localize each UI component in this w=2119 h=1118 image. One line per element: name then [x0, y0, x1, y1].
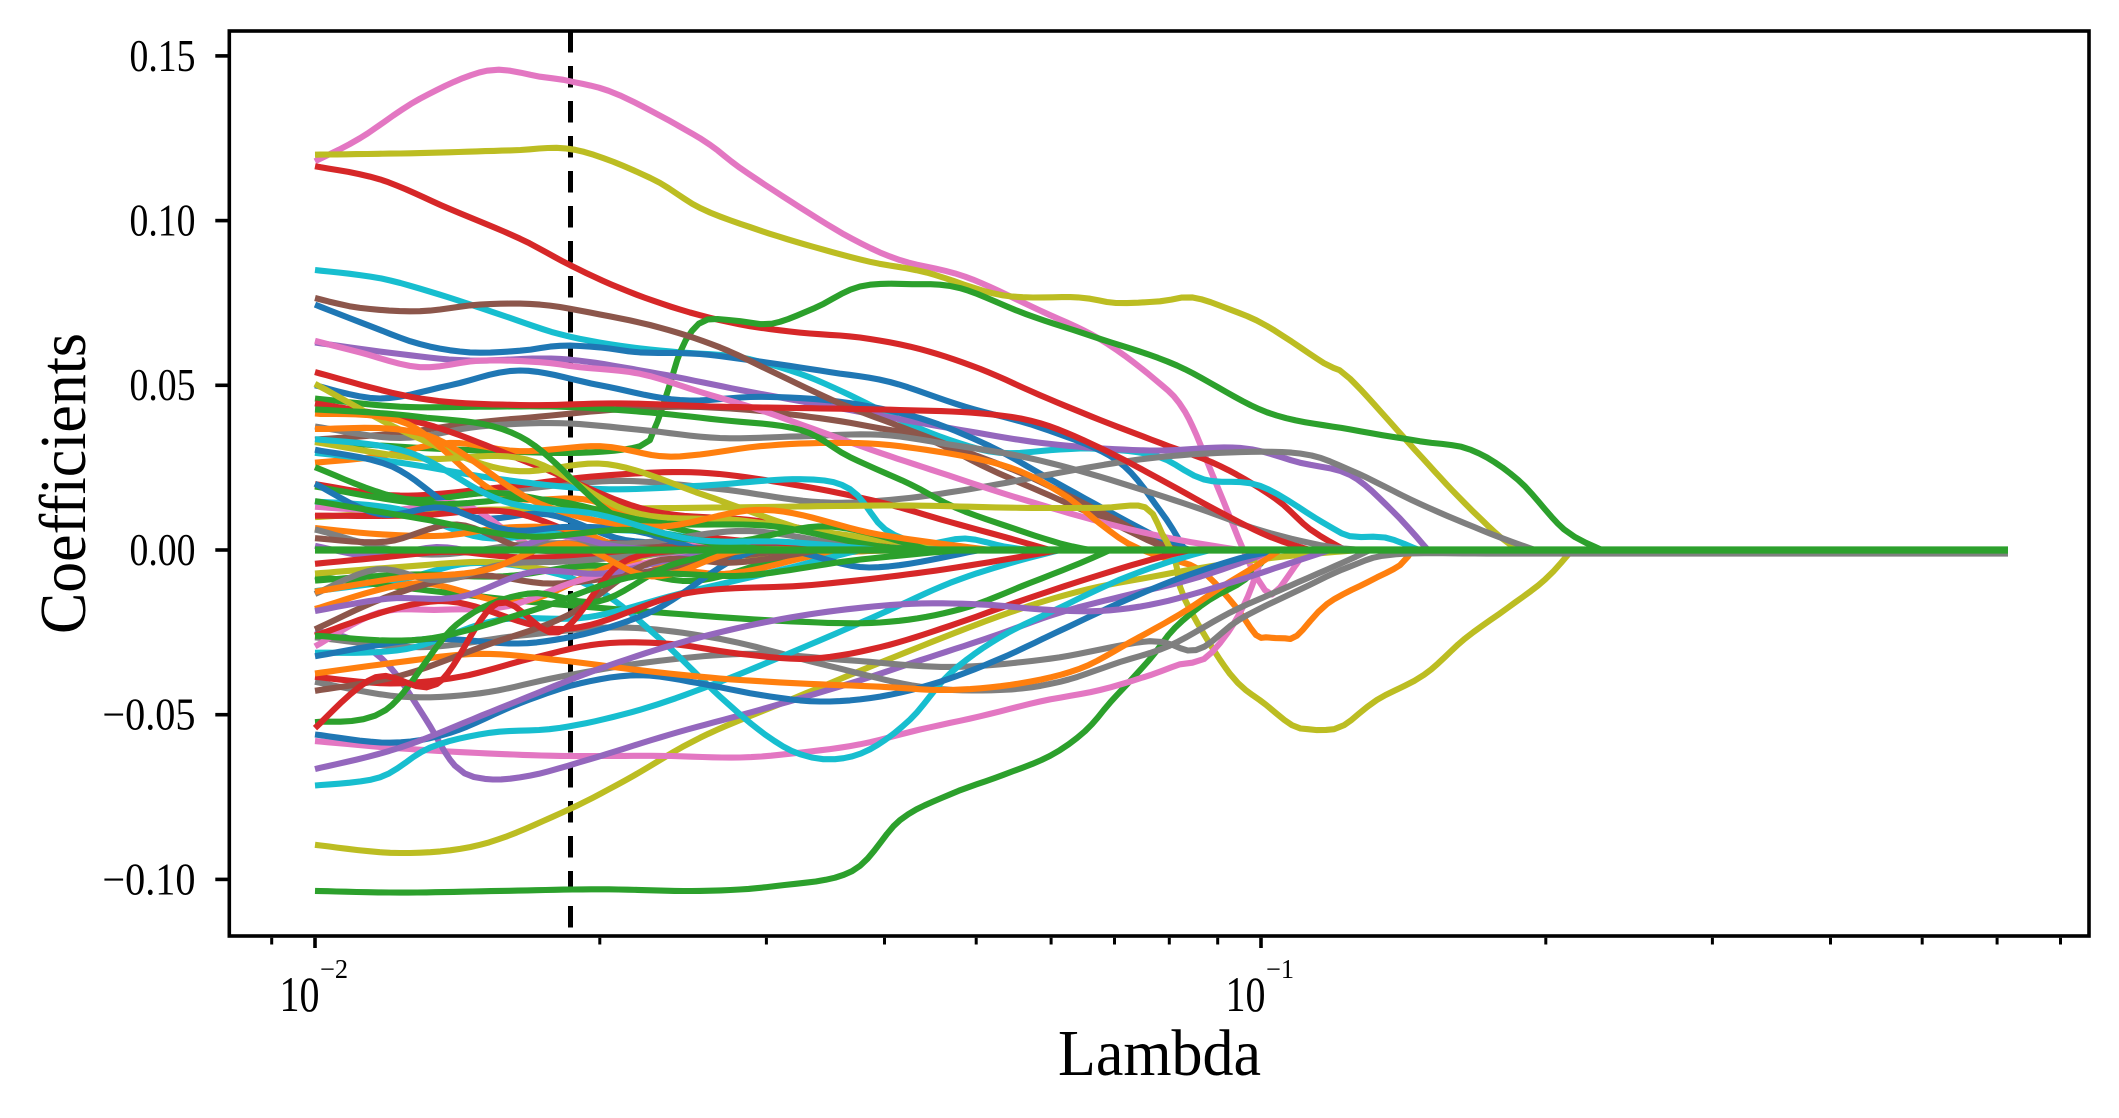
svg-text:−2: −2: [320, 954, 348, 984]
svg-text:10: 10: [1226, 966, 1266, 1022]
svg-text:−0.05: −0.05: [103, 690, 196, 740]
svg-text:Lambda: Lambda: [1058, 1017, 1261, 1090]
svg-text:0.15: 0.15: [130, 31, 196, 81]
svg-text:−0.10: −0.10: [103, 854, 196, 904]
svg-text:0.05: 0.05: [130, 360, 196, 410]
svg-text:−1: −1: [1266, 954, 1294, 984]
svg-text:Coefficients: Coefficients: [27, 333, 100, 634]
svg-text:10: 10: [280, 966, 320, 1022]
svg-text:0.00: 0.00: [130, 525, 196, 575]
svg-text:0.10: 0.10: [130, 196, 196, 246]
